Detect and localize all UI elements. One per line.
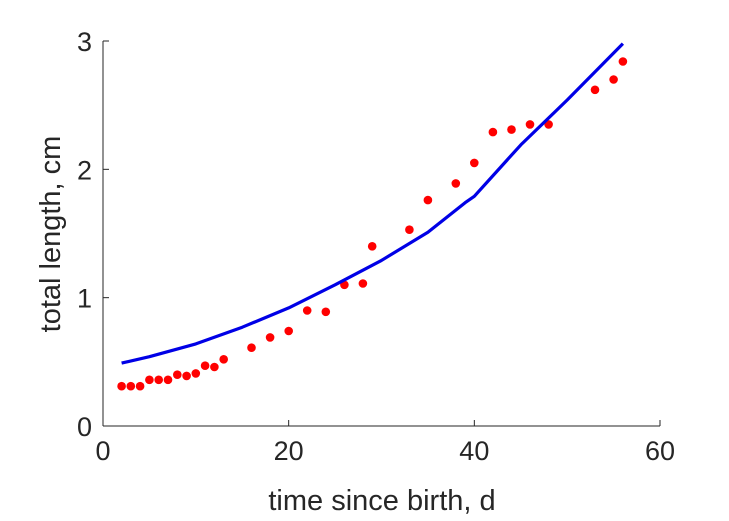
data-point [358,279,368,288]
x-tick-label: 40 [459,436,489,466]
data-point [200,361,210,371]
data-point [126,381,136,391]
data-point [423,195,433,205]
y-tick-label: 3 [77,27,92,57]
data-point [525,120,535,129]
x-tick-label: 20 [274,436,304,466]
y-tick-label: 1 [77,284,92,314]
data-point [367,242,377,251]
y-tick-label: 2 [77,155,92,185]
model-fit-line [121,42,625,365]
data-point [451,179,461,188]
data-point [507,125,516,134]
data-point [210,362,219,372]
data-point [405,225,414,234]
data-point [247,343,256,353]
data-point [182,371,191,381]
plot-area [117,42,628,391]
data-point [135,381,145,391]
data-point [590,85,600,95]
data-point [488,127,498,137]
y-tick-label: 0 [77,412,92,442]
data-point [173,370,182,380]
y-axis-label: total length, cm [35,136,67,333]
x-tick-label: 0 [95,436,110,466]
data-point [145,375,154,385]
data-point [609,75,618,84]
data-point [154,375,163,385]
data-point [265,333,275,342]
data-point [163,375,173,385]
data-point [284,326,294,336]
data-point [321,307,331,317]
x-axis-label: time since birth, d [268,485,495,517]
data-point [618,57,628,66]
x-tick-label: 60 [645,436,675,466]
data-point [470,158,479,168]
data-point [219,355,228,364]
data-point [191,369,201,378]
data-point [117,381,126,391]
axes: 0 20 40 60 0 1 2 3 [77,27,675,466]
data-point [302,306,312,315]
